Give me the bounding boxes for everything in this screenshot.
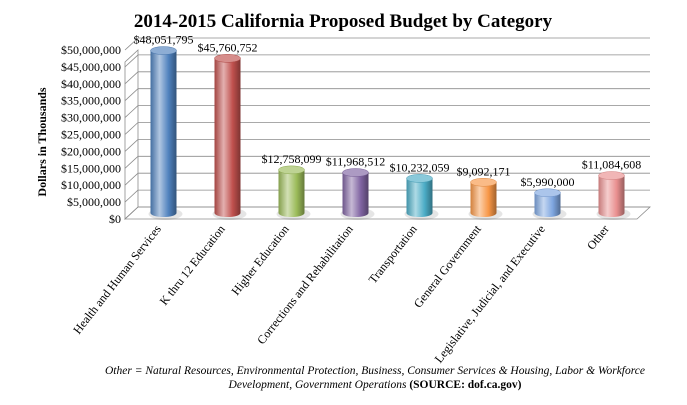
y-tick-label: $35,000,000 xyxy=(61,94,121,108)
x-tick-label: Other xyxy=(584,222,612,252)
bar xyxy=(148,46,183,220)
data-label: $11,968,512 xyxy=(326,155,386,169)
data-label: $12,758,099 xyxy=(262,152,322,166)
gridline-side xyxy=(124,71,139,85)
y-tick-label: $25,000,000 xyxy=(61,128,121,142)
gridline-side xyxy=(124,37,139,51)
y-tick-label: $0 xyxy=(109,212,121,226)
y-axis-ticks: $0 $5,000,000 $10,000,000 $15,000,000 $20,00… xyxy=(61,43,121,226)
gridline-side xyxy=(124,206,139,220)
gridline-side xyxy=(124,189,139,203)
bar-body xyxy=(150,50,177,218)
y-tick-label: $10,000,000 xyxy=(61,178,121,192)
data-label: $45,760,752 xyxy=(198,40,258,54)
gridline-side xyxy=(124,139,139,152)
bar-body xyxy=(470,182,497,217)
gridline-side xyxy=(124,172,139,186)
data-label: $11,084,608 xyxy=(582,158,642,172)
footnote-source: (SOURCE: dof.ca.gov) xyxy=(409,379,522,391)
data-label: $48,051,795 xyxy=(134,33,194,47)
gridlines xyxy=(124,37,650,220)
bar-body xyxy=(214,58,241,217)
footnote: Other = Natural Resources, Environmental… xyxy=(95,364,655,392)
bar xyxy=(276,165,311,220)
bar xyxy=(404,174,439,220)
bars xyxy=(148,46,631,220)
data-label: $10,232,059 xyxy=(390,160,450,174)
y-tick-label: $5,000,000 xyxy=(67,195,121,209)
y-tick-label: $15,000,000 xyxy=(61,161,121,175)
bar xyxy=(212,54,247,220)
bar-top xyxy=(214,54,241,63)
x-tick-label: Health and Human Services xyxy=(70,222,164,337)
bar-top xyxy=(406,174,433,183)
bar xyxy=(340,168,375,220)
data-labels: $48,051,795 $45,760,752 $12,758,099 $11,968… xyxy=(134,33,642,189)
x-tick-label: General Government xyxy=(411,222,485,311)
data-label: $9,092,171 xyxy=(457,164,511,178)
bar-body xyxy=(406,178,433,217)
gridline-side xyxy=(124,105,139,118)
bar-top xyxy=(534,188,561,198)
bar-body xyxy=(598,175,625,217)
data-label: $5,990,000 xyxy=(521,175,575,189)
bar xyxy=(596,171,631,220)
x-tick-label: Legislative, Judicial, and Executive xyxy=(432,222,548,365)
floor xyxy=(123,206,652,220)
y-axis-label: Dollars in Thousands xyxy=(35,87,49,196)
y-tick-label: $45,000,000 xyxy=(61,60,121,74)
x-tick-label: Higher Education xyxy=(229,222,292,298)
y-tick-label: $40,000,000 xyxy=(61,77,121,91)
gridline-side xyxy=(124,88,139,101)
left-wall xyxy=(124,49,139,220)
y-tick-label: $30,000,000 xyxy=(61,111,121,125)
y-tick-label: $20,000,000 xyxy=(61,144,121,158)
bar-top xyxy=(598,171,625,180)
bar-top xyxy=(150,46,177,55)
y-tick-label: $50,000,000 xyxy=(61,43,121,57)
bar-top xyxy=(278,165,305,175)
bar-body xyxy=(534,192,561,217)
gridline-side xyxy=(124,156,139,169)
gridline-side xyxy=(124,54,139,68)
footnote-text: Other = Natural Resources, Environmental… xyxy=(104,365,645,391)
x-tick-label: Transportation xyxy=(366,222,420,286)
bar-body xyxy=(278,169,305,217)
bar xyxy=(532,188,567,220)
bar-top xyxy=(470,178,497,187)
bar xyxy=(468,178,503,220)
plot-area xyxy=(123,49,652,220)
gridline-side xyxy=(124,122,139,135)
chart-title: 2014-2015 California Proposed Budget by … xyxy=(134,11,553,32)
bar-top xyxy=(342,168,369,177)
bar-body xyxy=(342,172,369,217)
x-tick-label: K thru 12 Education xyxy=(157,222,228,308)
